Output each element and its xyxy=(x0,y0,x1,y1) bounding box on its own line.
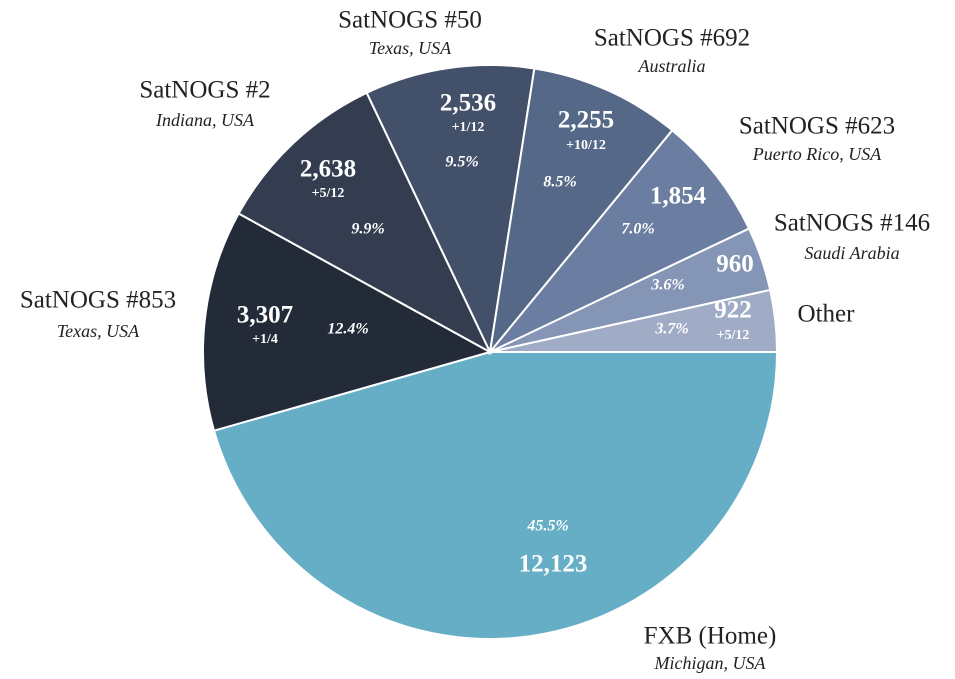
fraction-label: +5/12 xyxy=(312,186,345,201)
value-label: 12,123 xyxy=(519,551,588,578)
percent-label: 3.6% xyxy=(650,277,684,294)
slice-name: SatNOGS #692 xyxy=(594,25,750,52)
pie-slice xyxy=(365,64,536,356)
slice-name: SatNOGS #2 xyxy=(139,77,270,104)
slice-location: Australia xyxy=(637,56,705,76)
percent-label: 45.5% xyxy=(526,518,568,535)
value-label: 2,638 xyxy=(300,156,356,183)
slice-location: Indiana, USA xyxy=(155,110,255,130)
slice-location: Michigan, USA xyxy=(654,653,767,673)
slice-name: Other xyxy=(798,301,856,328)
fraction-label: +1/12 xyxy=(452,120,485,135)
slice-name: SatNOGS #853 xyxy=(20,287,176,314)
fraction-label: +1/4 xyxy=(252,332,278,347)
slice-location: Saudi Arabia xyxy=(804,243,899,263)
percent-label: 8.5% xyxy=(543,174,576,191)
slice-location: Texas, USA xyxy=(57,321,140,341)
percent-label: 9.9% xyxy=(351,221,384,238)
pie-slice xyxy=(489,288,779,353)
value-label: 960 xyxy=(716,251,754,278)
percent-label: 9.5% xyxy=(445,154,478,171)
pie-slice xyxy=(202,212,493,432)
percent-label: 7.0% xyxy=(621,221,654,238)
slice-name: SatNOGS #146 xyxy=(774,210,930,237)
slice-name: SatNOGS #50 xyxy=(338,7,482,34)
value-label: 2,536 xyxy=(440,90,496,117)
slice-name: SatNOGS #623 xyxy=(739,113,895,140)
fraction-label: +10/12 xyxy=(566,138,606,153)
pie-slice xyxy=(488,67,674,356)
value-label: 3,307 xyxy=(237,302,293,329)
value-label: 2,255 xyxy=(558,107,614,134)
pie-slice xyxy=(212,351,779,640)
slice-name: FXB (Home) xyxy=(644,623,777,650)
slice-location: Puerto Rico, USA xyxy=(752,144,882,164)
percent-label: 3.7% xyxy=(654,321,688,338)
value-label: 1,854 xyxy=(650,183,707,210)
fraction-label: +5/12 xyxy=(717,328,750,343)
pie-slice xyxy=(489,128,751,353)
percent-label: 12.4% xyxy=(327,321,368,338)
value-label: 922 xyxy=(714,297,752,324)
pie-slice xyxy=(237,91,493,355)
slice-location: Texas, USA xyxy=(369,38,452,58)
